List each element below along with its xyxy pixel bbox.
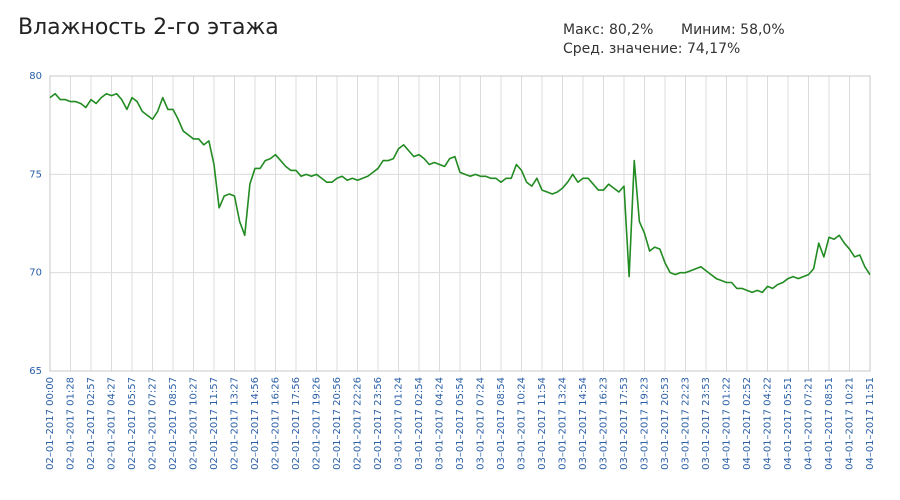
x-tick-label: 02–01–2017 13:27 xyxy=(230,377,241,470)
data-line xyxy=(49,92,871,294)
x-tick-label: 02–01–2017 08:57 xyxy=(168,377,179,470)
x-tick-label: 03–01–2017 17:53 xyxy=(619,377,630,470)
chart-title: Влажность 2-го этажа xyxy=(18,15,279,40)
x-tick-label: 04–01–2017 02:52 xyxy=(742,377,753,470)
x-tick-label: 04–01–2017 10:21 xyxy=(845,377,856,470)
stat-max: Макс: 80,2% xyxy=(563,22,653,38)
y-tick-label: 80 xyxy=(29,71,42,82)
x-tick-label: 03–01–2017 11:54 xyxy=(537,377,548,470)
x-tick-label: 02–01–2017 14:56 xyxy=(250,377,261,470)
stat-mean: Сред. значение: 74,17% xyxy=(563,41,740,57)
x-tick-label: 04–01–2017 04:22 xyxy=(763,377,774,470)
x-tick-label: 02–01–2017 17:56 xyxy=(291,377,302,470)
x-tick-label: 03–01–2017 05:54 xyxy=(455,377,466,470)
x-tick-label: 03–01–2017 20:53 xyxy=(660,377,671,470)
x-tick-label: 02–01–2017 22:26 xyxy=(353,377,364,470)
x-tick-label: 02–01–2017 04:27 xyxy=(107,377,118,470)
x-tick-label: 02–01–2017 01:28 xyxy=(66,377,77,470)
x-tick-label: 03–01–2017 08:54 xyxy=(496,377,507,470)
y-tick-label: 75 xyxy=(29,169,42,180)
x-tick-label: 03–01–2017 22:23 xyxy=(681,377,692,470)
x-tick-label: 03–01–2017 23:53 xyxy=(701,377,712,470)
x-tick-label: 02–01–2017 20:56 xyxy=(332,377,343,470)
x-tick-label: 03–01–2017 16:23 xyxy=(599,377,610,470)
x-tick-label: 03–01–2017 13:24 xyxy=(558,377,569,470)
x-tick-label: 04–01–2017 08:51 xyxy=(824,377,835,470)
x-tick-label: 02–01–2017 02:57 xyxy=(86,377,97,470)
x-tick-label: 02–01–2017 23:56 xyxy=(373,377,384,470)
x-tick-label: 03–01–2017 14:54 xyxy=(578,377,589,470)
x-tick-label: 02–01–2017 07:27 xyxy=(148,377,159,470)
x-tick-label: 02–01–2017 11:57 xyxy=(209,377,220,470)
x-tick-label: 03–01–2017 07:24 xyxy=(476,377,487,470)
x-tick-label: 03–01–2017 02:54 xyxy=(414,377,425,470)
stat-min: Миним: 58,0% xyxy=(681,22,785,38)
x-tick-label: 04–01–2017 05:51 xyxy=(783,377,794,470)
x-tick-label: 03–01–2017 10:24 xyxy=(517,377,528,470)
y-tick-label: 65 xyxy=(29,366,42,377)
x-tick-label: 04–01–2017 07:21 xyxy=(804,377,815,470)
y-tick-label: 70 xyxy=(29,268,42,279)
x-tick-label: 02–01–2017 19:26 xyxy=(312,377,323,470)
x-tick-label: 04–01–2017 01:22 xyxy=(722,377,733,470)
x-tick-label: 04–01–2017 11:51 xyxy=(865,377,876,470)
x-tick-label: 02–01–2017 05:57 xyxy=(127,377,138,470)
x-tick-label: 02–01–2017 16:26 xyxy=(271,377,282,470)
plot-frame xyxy=(49,75,871,372)
x-tick-label: 02–01–2017 10:27 xyxy=(189,377,200,470)
x-tick-label: 03–01–2017 01:24 xyxy=(394,377,405,470)
x-tick-label: 02–01–2017 00:00 xyxy=(45,377,56,470)
x-tick-label: 03–01–2017 04:24 xyxy=(435,377,446,470)
x-tick-label: 03–01–2017 19:23 xyxy=(640,377,651,470)
